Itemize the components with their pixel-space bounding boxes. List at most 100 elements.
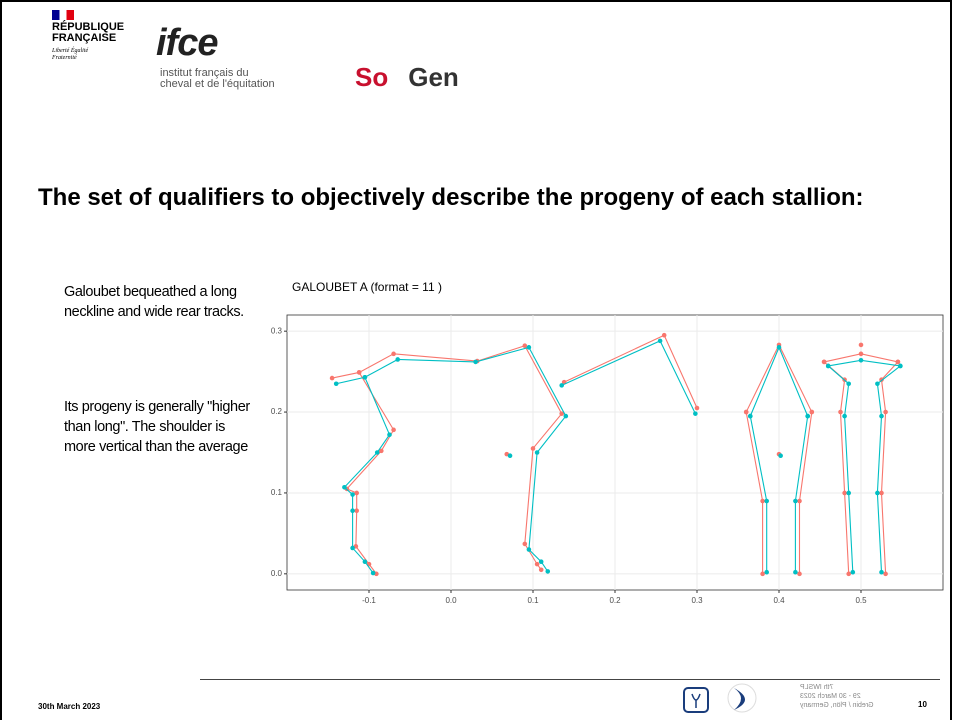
point	[342, 484, 347, 490]
point	[534, 450, 540, 455]
point	[374, 450, 380, 455]
y-tick-label: 0.0	[271, 569, 283, 578]
point	[743, 409, 749, 415]
point	[391, 427, 396, 433]
point	[350, 492, 355, 497]
point	[538, 567, 544, 573]
point	[898, 363, 903, 369]
conference-line: Grebin / Plön, Germany	[800, 702, 874, 709]
point	[793, 569, 798, 575]
chart: GALOUBET A (format = 11 ) -0.1 0.0 0.1 0.2 0…	[271, 280, 944, 605]
footer-logos	[683, 683, 757, 713]
point	[895, 359, 901, 365]
point	[362, 559, 368, 564]
logo-icon	[691, 693, 701, 708]
point	[350, 545, 355, 551]
footer-line	[200, 679, 940, 680]
point	[507, 453, 513, 459]
point	[526, 547, 532, 552]
sogen-logo: So Gen	[355, 62, 459, 93]
point	[879, 413, 884, 419]
point	[793, 498, 798, 504]
ifce-subtitle: institut français du cheval et de l'équi…	[160, 67, 275, 90]
x-tick-label: 0.2	[609, 596, 621, 605]
sogen-so: So	[355, 62, 389, 92]
point	[846, 571, 851, 577]
point	[764, 569, 769, 575]
point	[842, 413, 847, 419]
point	[530, 446, 536, 451]
point	[879, 490, 884, 496]
point	[473, 359, 478, 365]
conference-line: 7th IWSLP	[800, 684, 834, 691]
x-tick-label: 0.1	[527, 596, 539, 605]
point	[559, 411, 564, 416]
y-tick-label: 0.2	[271, 407, 283, 416]
point	[760, 571, 765, 577]
point	[748, 413, 753, 419]
point	[522, 343, 528, 349]
ifce-logo: ifce	[156, 22, 218, 65]
sogen-gen: Gen	[408, 62, 459, 92]
point	[875, 381, 880, 387]
point	[797, 571, 802, 577]
point	[838, 409, 843, 415]
point	[362, 374, 368, 380]
point	[825, 363, 831, 369]
point	[391, 351, 396, 357]
point	[764, 498, 769, 504]
point	[821, 359, 827, 365]
point	[846, 381, 851, 387]
point	[858, 351, 864, 357]
point	[657, 338, 663, 344]
x-tick-label: 0.5	[855, 596, 867, 605]
point	[809, 409, 815, 415]
point	[850, 569, 856, 575]
paragraph: Its progeny is generally "higher than lo…	[64, 399, 250, 455]
conference: 7th IWSLP 29 - 30 March 2023 Grebin / Pl…	[800, 683, 910, 710]
point	[379, 448, 384, 454]
point	[387, 432, 392, 438]
point	[805, 413, 810, 419]
point	[354, 490, 359, 496]
slide-title: The set of qualifiers to objectively des…	[38, 184, 864, 211]
x-tick-label: 0.4	[773, 596, 785, 605]
point	[858, 342, 864, 348]
flag	[52, 10, 74, 20]
point	[760, 498, 765, 504]
point	[333, 381, 339, 387]
point	[329, 375, 335, 381]
point	[395, 357, 400, 362]
point	[778, 453, 783, 459]
y-tick-label: 0.1	[271, 488, 283, 497]
point	[354, 508, 359, 514]
series-line	[331, 345, 563, 571]
point	[538, 559, 544, 564]
page-number: 10	[918, 700, 927, 709]
x-tick-label: -0.1	[362, 596, 376, 605]
point	[694, 405, 700, 411]
point	[559, 383, 564, 388]
point	[356, 370, 362, 375]
y-tick-label: 0.3	[271, 326, 283, 335]
point	[858, 357, 864, 363]
point	[797, 498, 802, 504]
motto: Liberté Égalité Fraternité	[52, 48, 89, 61]
point	[370, 570, 376, 576]
paragraph: Galoubet bequeathed a long neckline and …	[64, 284, 244, 320]
point	[875, 490, 880, 496]
logo-box	[683, 687, 709, 713]
ifce-text: ifce	[156, 22, 218, 64]
conference-line: 29 - 30 March 2023	[800, 693, 861, 700]
point	[545, 569, 551, 574]
point	[526, 345, 532, 350]
point	[534, 561, 540, 567]
point	[846, 490, 851, 496]
point	[879, 569, 884, 575]
point	[842, 490, 847, 496]
point	[522, 541, 528, 547]
logo-wave	[734, 688, 745, 710]
footer-date: 30th March 2023	[38, 702, 101, 711]
x-tick-label: 0.0	[445, 596, 457, 605]
